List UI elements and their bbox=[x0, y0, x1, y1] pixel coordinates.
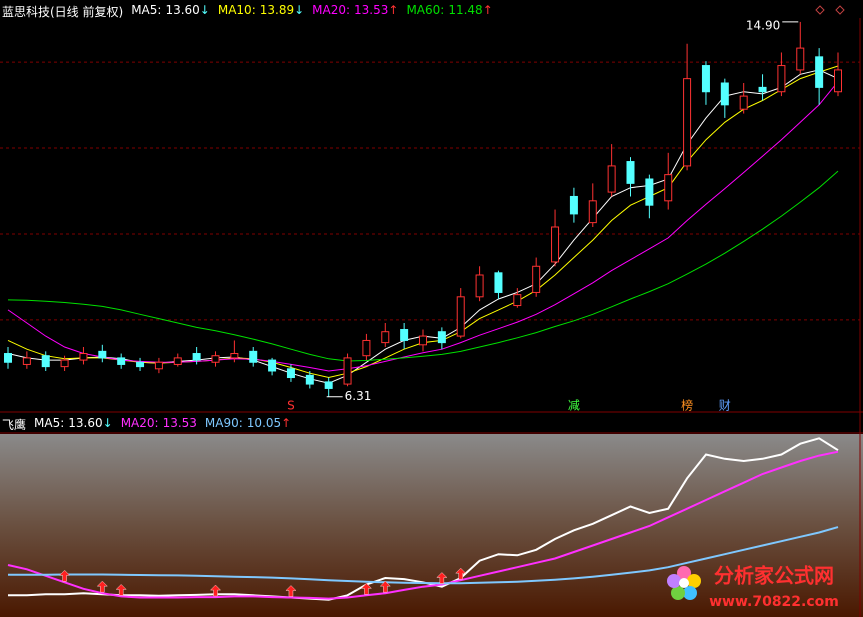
event-marker: 减 bbox=[568, 399, 580, 413]
legend-trend: ↑ bbox=[281, 416, 292, 430]
candle-body bbox=[664, 174, 673, 202]
candle-body bbox=[60, 359, 69, 368]
candle-body bbox=[834, 69, 842, 93]
buy-signal bbox=[96, 580, 108, 593]
buy-signal bbox=[455, 567, 467, 580]
window-icon[interactable] bbox=[815, 5, 845, 15]
event-marker: 财 bbox=[719, 399, 731, 413]
candle-body bbox=[720, 82, 729, 106]
candle-body bbox=[173, 357, 182, 365]
legend-value: 13.53 bbox=[162, 416, 197, 430]
legend-title: 蓝思科技(日线 前复权) bbox=[2, 5, 124, 19]
candle-body bbox=[249, 350, 258, 363]
ma-line bbox=[7, 450, 839, 600]
candle-body bbox=[419, 335, 427, 346]
candle-body bbox=[475, 274, 484, 298]
legend-name: MA60: bbox=[406, 3, 445, 17]
candle-body bbox=[645, 178, 654, 206]
candle-body bbox=[551, 226, 560, 263]
ma-line bbox=[8, 526, 839, 585]
annotation: 14.90 bbox=[746, 18, 780, 32]
price-legend: 蓝思科技(日线 前复权) MA5: 13.60 ↓ MA10: 13.89 ↓ MA20: 13… bbox=[2, 3, 493, 20]
event-marker: S bbox=[287, 399, 295, 413]
candle-body bbox=[4, 353, 12, 363]
legend-value: 13.60 bbox=[165, 3, 200, 17]
annotation: 6.31 bbox=[345, 389, 372, 403]
watermark: 分析家公式网 www.70822.com bbox=[667, 564, 839, 610]
candle-body bbox=[41, 355, 50, 368]
candle-body bbox=[381, 331, 390, 344]
buy-signal bbox=[209, 584, 222, 597]
candle-body bbox=[324, 381, 333, 389]
candle-body bbox=[758, 86, 767, 93]
candle-body bbox=[268, 359, 277, 372]
candle-body bbox=[532, 265, 541, 293]
buy-signal bbox=[285, 585, 297, 597]
legend-value: 13.60 bbox=[68, 416, 103, 430]
candle-body bbox=[362, 339, 371, 357]
candle-body bbox=[456, 296, 465, 337]
legend-title: 飞鹰 bbox=[2, 418, 27, 432]
buy-signal bbox=[58, 569, 71, 582]
legend-trend: ↑ bbox=[482, 3, 493, 17]
candle-body bbox=[117, 357, 126, 365]
legend-name: MA10: bbox=[217, 3, 256, 17]
candle-body bbox=[739, 95, 748, 110]
candle-body bbox=[136, 361, 145, 368]
buy-signal bbox=[379, 580, 391, 593]
candle-body bbox=[343, 357, 352, 385]
watermark-title: 分析家公式网 bbox=[714, 564, 834, 588]
candle-body bbox=[192, 353, 201, 361]
candle-body bbox=[796, 47, 805, 71]
candle-body bbox=[230, 353, 239, 359]
buy-signal bbox=[360, 582, 373, 595]
legend-value: 13.53 bbox=[354, 3, 389, 17]
candle-body bbox=[494, 272, 503, 293]
candle-body bbox=[569, 195, 578, 215]
candle-body bbox=[513, 294, 522, 307]
candle-body bbox=[588, 200, 597, 224]
legend-name: MA90: bbox=[204, 416, 243, 430]
candle-body bbox=[211, 355, 220, 363]
indicator-legend: 飞鹰 MA5: 13.60 ↓ MA20: 13.53 MA90: 10.05 ↑ bbox=[2, 416, 291, 433]
candle-body bbox=[286, 368, 295, 379]
buy-signal bbox=[115, 584, 127, 596]
watermark-url: www.70822.com bbox=[709, 594, 839, 610]
legend-name: MA20: bbox=[120, 416, 159, 430]
event-marker: 榜 bbox=[681, 398, 693, 413]
candle-body bbox=[98, 350, 107, 359]
legend-value: 10.05 bbox=[246, 416, 282, 430]
candle-body bbox=[815, 56, 824, 88]
ma-line bbox=[7, 81, 839, 372]
candle-body bbox=[305, 374, 314, 385]
candle-body bbox=[607, 165, 616, 193]
legend-trend: ↓ bbox=[294, 3, 305, 17]
legend-value: 13.89 bbox=[259, 3, 295, 17]
ma-line bbox=[7, 170, 839, 362]
candle-body bbox=[626, 161, 635, 184]
legend-name: MA5: bbox=[131, 3, 162, 17]
legend-trend: ↑ bbox=[388, 3, 399, 17]
candle-body bbox=[22, 357, 31, 365]
candle-body bbox=[79, 353, 88, 361]
candle-body bbox=[400, 329, 409, 341]
legend-name: MA5: bbox=[34, 416, 65, 430]
legend-value: 11.48 bbox=[448, 3, 483, 17]
candle-body bbox=[437, 331, 446, 344]
candle-body bbox=[154, 361, 163, 370]
legend-name: MA20: bbox=[312, 3, 351, 17]
legend-trend: ↓ bbox=[199, 3, 210, 17]
candle-body bbox=[701, 65, 710, 93]
legend-trend: ↓ bbox=[102, 416, 113, 430]
indicator-background bbox=[0, 434, 863, 617]
buy-signal bbox=[436, 572, 448, 584]
candle-body bbox=[777, 65, 786, 93]
candle-body bbox=[683, 78, 692, 167]
